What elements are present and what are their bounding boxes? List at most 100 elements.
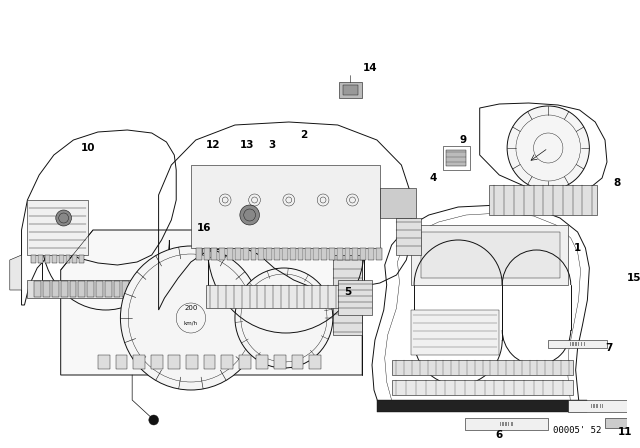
Polygon shape bbox=[205, 285, 367, 308]
Bar bbox=[239, 355, 251, 369]
Bar bbox=[61, 281, 68, 297]
Text: IIIIII II: IIIIII II bbox=[500, 422, 514, 426]
Polygon shape bbox=[568, 400, 627, 412]
Bar bbox=[105, 281, 111, 297]
Text: 13: 13 bbox=[239, 140, 254, 150]
Polygon shape bbox=[380, 188, 416, 218]
Text: 16: 16 bbox=[196, 223, 211, 233]
Polygon shape bbox=[28, 280, 166, 298]
Circle shape bbox=[507, 106, 589, 190]
Text: 12: 12 bbox=[206, 140, 221, 150]
Text: 200: 200 bbox=[184, 305, 198, 311]
Polygon shape bbox=[342, 85, 358, 95]
Text: 15: 15 bbox=[627, 273, 640, 283]
Bar bbox=[298, 248, 303, 260]
Bar bbox=[329, 248, 335, 260]
Bar bbox=[360, 248, 366, 260]
Bar bbox=[35, 281, 41, 297]
Bar bbox=[98, 355, 109, 369]
Polygon shape bbox=[392, 360, 573, 375]
Polygon shape bbox=[490, 185, 597, 215]
Bar bbox=[131, 281, 138, 297]
Text: 00005' 52: 00005' 52 bbox=[554, 426, 602, 435]
Bar bbox=[235, 248, 241, 260]
Circle shape bbox=[149, 415, 159, 425]
Bar bbox=[168, 355, 180, 369]
Bar bbox=[257, 355, 268, 369]
Bar bbox=[305, 248, 311, 260]
Bar bbox=[274, 248, 280, 260]
Bar bbox=[59, 255, 63, 263]
Polygon shape bbox=[191, 165, 380, 248]
Polygon shape bbox=[338, 280, 372, 315]
Text: 7: 7 bbox=[605, 343, 612, 353]
Circle shape bbox=[56, 210, 72, 226]
Polygon shape bbox=[605, 418, 627, 428]
Polygon shape bbox=[10, 255, 22, 290]
Polygon shape bbox=[411, 225, 568, 285]
Bar bbox=[251, 248, 257, 260]
Text: 4: 4 bbox=[429, 173, 436, 183]
Bar bbox=[78, 281, 85, 297]
Polygon shape bbox=[339, 82, 362, 98]
Text: 9: 9 bbox=[460, 135, 467, 145]
Text: 2: 2 bbox=[300, 130, 307, 140]
Text: 1: 1 bbox=[574, 243, 581, 253]
Bar bbox=[376, 248, 382, 260]
Bar bbox=[227, 248, 233, 260]
Bar bbox=[204, 248, 209, 260]
Bar bbox=[45, 255, 50, 263]
Bar bbox=[149, 281, 156, 297]
Bar bbox=[204, 355, 216, 369]
Bar bbox=[31, 255, 36, 263]
Bar bbox=[313, 248, 319, 260]
Bar bbox=[96, 281, 103, 297]
Text: 6: 6 bbox=[495, 430, 503, 440]
Bar bbox=[368, 248, 374, 260]
Polygon shape bbox=[411, 310, 499, 355]
Polygon shape bbox=[465, 418, 548, 430]
Bar bbox=[133, 355, 145, 369]
Bar bbox=[151, 355, 163, 369]
Text: 5: 5 bbox=[344, 287, 351, 297]
Text: IIIIII I I: IIIIII I I bbox=[570, 341, 585, 346]
Bar bbox=[321, 248, 327, 260]
Bar bbox=[79, 255, 84, 263]
Bar bbox=[259, 248, 264, 260]
Polygon shape bbox=[28, 200, 88, 255]
Polygon shape bbox=[392, 380, 573, 395]
Text: 3: 3 bbox=[269, 140, 276, 150]
Bar bbox=[113, 281, 120, 297]
Bar bbox=[243, 248, 249, 260]
Polygon shape bbox=[377, 400, 588, 412]
Bar bbox=[353, 248, 358, 260]
Bar bbox=[309, 355, 321, 369]
Bar bbox=[87, 281, 94, 297]
Polygon shape bbox=[548, 340, 607, 348]
Bar bbox=[116, 355, 127, 369]
Circle shape bbox=[235, 268, 333, 368]
Bar bbox=[43, 281, 50, 297]
Bar bbox=[274, 355, 286, 369]
Bar bbox=[65, 255, 70, 263]
Bar bbox=[52, 255, 57, 263]
Circle shape bbox=[120, 246, 261, 390]
Bar bbox=[52, 281, 59, 297]
Bar bbox=[282, 248, 288, 260]
Text: 11: 11 bbox=[618, 427, 632, 437]
Bar bbox=[196, 248, 202, 260]
Text: 8: 8 bbox=[613, 178, 620, 188]
Polygon shape bbox=[447, 150, 466, 166]
Bar bbox=[290, 248, 296, 260]
Bar bbox=[140, 281, 147, 297]
Polygon shape bbox=[397, 218, 421, 255]
Text: IIIII II: IIIII II bbox=[591, 404, 603, 409]
Bar bbox=[292, 355, 303, 369]
Polygon shape bbox=[61, 230, 362, 375]
Text: 10: 10 bbox=[81, 143, 95, 153]
Polygon shape bbox=[421, 232, 560, 278]
Bar bbox=[72, 255, 77, 263]
Bar bbox=[344, 248, 351, 260]
Text: 14: 14 bbox=[363, 63, 378, 73]
Bar bbox=[122, 281, 129, 297]
